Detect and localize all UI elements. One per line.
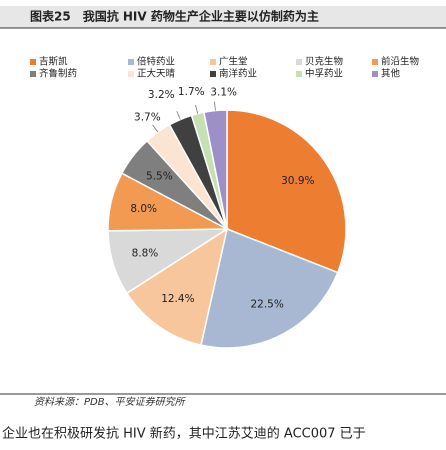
leader-line: [152, 124, 159, 133]
data-label: 12.4%: [161, 293, 194, 305]
legend-label: 前沿生物: [381, 56, 420, 68]
leader-line: [195, 104, 199, 114]
data-label: 3.2%: [148, 89, 175, 101]
legend-label: 贝克生物: [305, 56, 344, 68]
legend-label: 齐鲁制药: [39, 68, 77, 80]
data-label: 30.9%: [281, 175, 314, 187]
legend-swatch: [372, 71, 378, 77]
pie-slice: [200, 227, 339, 349]
legend-label: 其他: [381, 68, 401, 80]
data-label: 8.0%: [130, 203, 157, 215]
chart-title: 图表25 我国抗 HIV 药物生产企业主要以仿制药为主: [30, 9, 319, 24]
data-label: 8.8%: [132, 248, 159, 260]
data-label: 3.1%: [210, 87, 237, 99]
pie-slice: [125, 227, 229, 347]
legend-swatch: [30, 59, 36, 65]
legend-swatch: [296, 59, 302, 65]
legend-swatch: [30, 71, 36, 77]
data-label: 3.7%: [134, 112, 161, 124]
legend-swatch: [296, 71, 302, 77]
leader-line: [176, 111, 181, 120]
legend-label: 正大天晴: [137, 68, 176, 80]
legend-label: 吉斯凯: [39, 56, 68, 68]
pie-slice: [226, 109, 347, 274]
data-label: 1.7%: [178, 86, 205, 98]
legend-swatch: [128, 71, 134, 77]
legend-swatch: [210, 59, 216, 65]
leader-line: [214, 101, 216, 111]
title-band: [0, 6, 446, 28]
legend-label: 倍特药业: [137, 56, 175, 68]
legend-label: 广生堂: [219, 56, 248, 68]
legend-swatch: [210, 71, 216, 77]
source: 资料来源：PDB、平安证券研究所: [34, 396, 187, 408]
data-label: 5.5%: [146, 170, 173, 182]
data-label: 22.5%: [250, 299, 283, 311]
body-text: 企业也在积极研发抗 HIV 新药，其中江苏艾迪的 ACC007 已于: [2, 426, 366, 442]
legend-label: 中孚药业: [305, 68, 343, 80]
legend-label: 南洋药业: [219, 68, 257, 80]
legend-swatch: [128, 59, 134, 65]
legend-swatch: [372, 59, 378, 65]
